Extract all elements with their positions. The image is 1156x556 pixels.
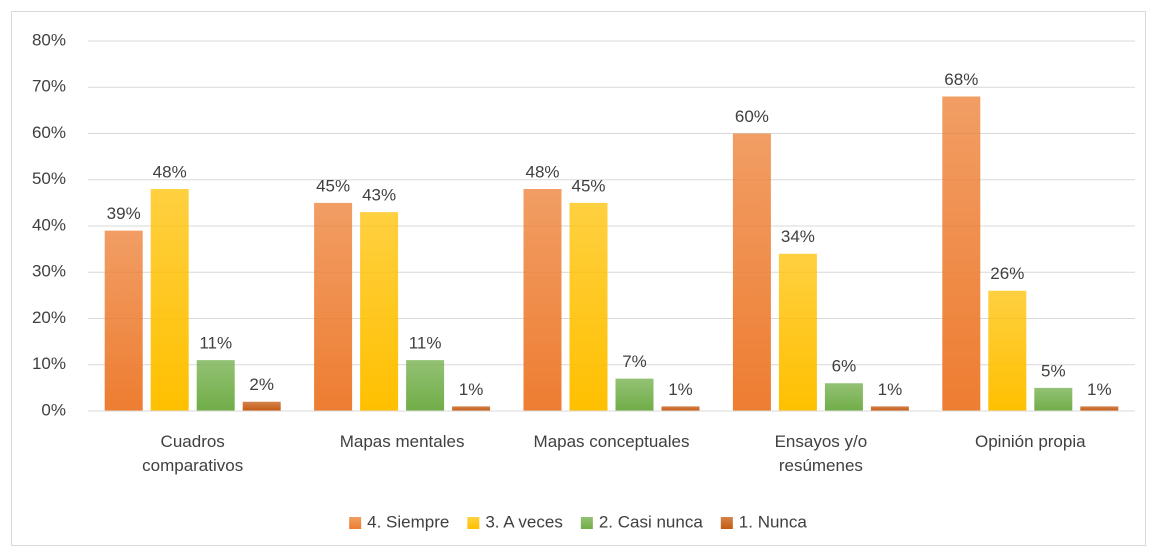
data-label: 11% (199, 334, 232, 353)
bar (314, 202, 353, 411)
data-label: 26% (990, 264, 1024, 283)
data-label: 6% (832, 357, 857, 376)
data-label: 1% (459, 380, 484, 399)
bar (104, 230, 143, 411)
bar (569, 202, 608, 411)
bar (661, 406, 700, 411)
data-label: 48% (525, 162, 559, 181)
data-label: 5% (1041, 361, 1066, 380)
bar (360, 212, 399, 411)
bar (824, 383, 863, 411)
bar (523, 189, 562, 411)
data-label: 60% (735, 107, 769, 126)
y-tick-label: 20% (32, 308, 66, 327)
legend-swatch (720, 517, 733, 529)
bar (242, 401, 281, 411)
y-tick-label: 70% (32, 77, 66, 96)
y-tick-label: 30% (32, 262, 66, 281)
data-label: 48% (153, 162, 187, 181)
bar (406, 360, 445, 411)
bar (196, 360, 235, 411)
legend-label: 2. Casi nunca (599, 512, 703, 531)
bar (615, 378, 654, 411)
data-label: 1% (668, 380, 693, 399)
bar (988, 290, 1027, 411)
legend-swatch (349, 517, 362, 529)
legend-swatch (580, 517, 593, 529)
bar (1080, 406, 1119, 411)
bar (150, 189, 189, 411)
data-label: 34% (781, 227, 815, 246)
data-label: 68% (944, 70, 978, 89)
data-label: 43% (362, 186, 396, 205)
bar (1034, 387, 1073, 411)
data-label: 45% (316, 176, 350, 195)
legend-swatch (467, 517, 480, 529)
y-tick-label: 60% (32, 123, 66, 142)
data-label: 1% (878, 380, 903, 399)
y-tick-label: 10% (32, 354, 66, 373)
data-label: 1% (1087, 380, 1112, 399)
data-label: 7% (622, 352, 647, 371)
bar (732, 133, 771, 411)
data-label: 45% (571, 176, 605, 195)
y-tick-label: 50% (32, 169, 66, 188)
legend-label: 1. Nunca (739, 512, 808, 531)
bar (870, 406, 909, 411)
y-tick-label: 0% (41, 400, 66, 419)
data-label: 2% (249, 375, 274, 394)
data-label: 39% (107, 204, 141, 223)
y-tick-label: 80% (32, 30, 66, 49)
x-tick-label: Opinión propia (975, 432, 1086, 451)
bar (778, 253, 817, 411)
x-tick-label: Cuadros comparativos (142, 432, 244, 475)
x-tick-label: Mapas mentales (339, 432, 465, 451)
legend-label: 4. Siempre (367, 512, 449, 531)
bar (942, 96, 981, 411)
x-tick-label: Mapas conceptuales (533, 432, 690, 451)
legend-label: 3. A veces (485, 512, 563, 531)
x-tick-label: Ensayos y/o resúmenes (774, 432, 868, 475)
y-tick-label: 40% (32, 215, 66, 234)
data-label: 11% (409, 334, 442, 353)
bar (452, 406, 491, 411)
